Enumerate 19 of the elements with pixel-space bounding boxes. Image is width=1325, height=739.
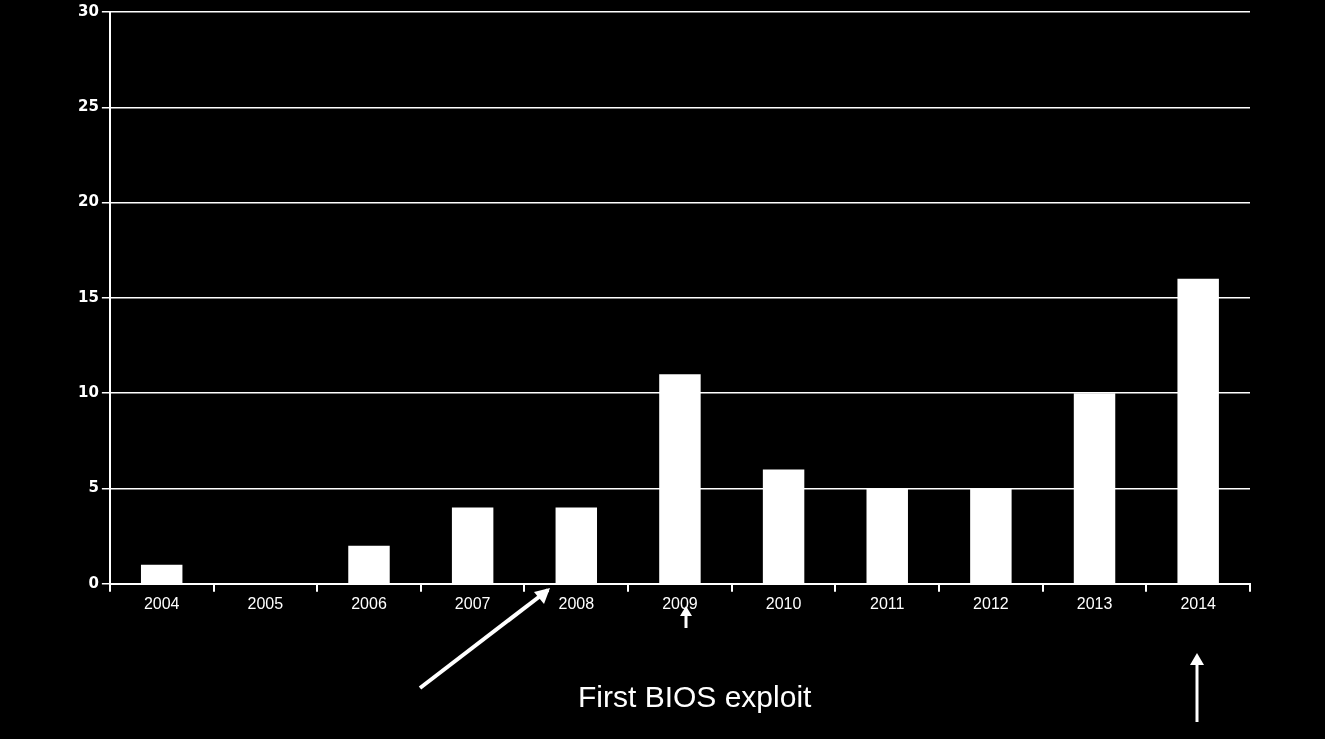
y-tick-label: 10 [78, 383, 99, 402]
text: First BIOS exploit [578, 680, 812, 714]
x-tick-label: 2013 [1076, 594, 1113, 612]
x-tick-label: 2009 [662, 594, 698, 612]
y-tick-label: 20 [78, 192, 99, 211]
x-tick-label: 2014 [1180, 594, 1217, 612]
y-tick-label: 30 [78, 1, 99, 20]
x-tick-label: 2004 [143, 594, 180, 612]
x-tick-label: 2008 [558, 594, 595, 612]
y-tick-label: 0 [88, 573, 99, 592]
x-tick-label: 2007 [454, 594, 491, 612]
y-tick-label: 25 [78, 97, 99, 116]
y-tick-label: 15 [78, 287, 99, 306]
x-tick-label: 2005 [247, 594, 284, 612]
y-tick-label: 5 [88, 478, 99, 497]
x-tick-label: 2006 [351, 594, 387, 612]
x-tick-label: 2012 [973, 594, 1009, 612]
x-tick-label: 2011 [870, 594, 905, 612]
x-tick-label: 2010 [765, 594, 802, 612]
